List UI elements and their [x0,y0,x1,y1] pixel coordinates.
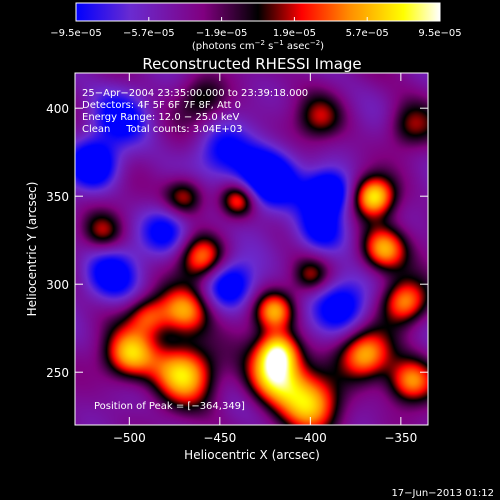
y-tick-label: 300 [46,278,69,292]
colorbar-tick-label: −9.5e−05 [50,28,102,39]
colorbar-tick-label: 5.7e−05 [346,28,389,39]
colorbar-gradient [75,2,441,22]
x-axis-label: Heliocentric X (arcsec) [184,448,320,462]
y-tick-label: 400 [46,102,69,116]
annotation-block: 25−Apr−2004 23:35:00.000 to 23:39:18.000… [82,88,308,135]
colorbar-ticks [75,17,441,21]
footer-date: 17−Jun−2013 01:12 [391,488,494,499]
x-tick-label: −400 [294,431,327,445]
annotation-detectors: Detectors: 4F 5F 6F 7F 8F, Att 0 [82,100,241,111]
x-axis-ticks: −500 −450 −400 −350 [113,73,417,445]
colorbar-unit-label: (photons cm−2 s−1 asec−2) [192,39,324,52]
y-axis-label: Heliocentric Y (arcsec) [25,182,39,317]
heatmap-image-container [75,73,428,425]
y-tick-label: 350 [46,190,69,204]
colorbar-tick-labels: −9.5e−05 −5.7e−05 −1.9e−05 1.9e−05 5.7e−05 9.… [50,28,461,39]
x-tick-label: −350 [384,431,417,445]
colorbar-tick-label: −5.7e−05 [123,28,175,39]
chart-title: Reconstructed RHESSI Image [142,55,361,73]
colorbar-tick-label: 1.9e−05 [273,28,316,39]
heatmap-image [75,73,428,425]
colorbar-tick-label: 9.5e−05 [418,28,461,39]
x-tick-label: −450 [203,431,236,445]
annotation-energy-range: Energy Range: 12.0 − 25.0 keV [82,112,239,123]
annotation-clean-counts: Clean Total counts: 3.04E+03 [82,124,242,135]
y-axis-ticks: 250 300 350 400 [46,102,428,380]
colorbar-tick-label: −1.9e−05 [196,28,248,39]
annotation-time-range: 25−Apr−2004 23:35:00.000 to 23:39:18.000 [82,88,308,99]
plot-frame [74,72,429,426]
colorbar: −9.5e−05 −5.7e−05 −1.9e−05 1.9e−05 5.7e−05 9.… [50,2,462,52]
peak-position-label: Position of Peak = [−364,349] [94,401,245,412]
y-tick-label: 250 [46,366,69,380]
x-tick-label: −500 [113,431,146,445]
